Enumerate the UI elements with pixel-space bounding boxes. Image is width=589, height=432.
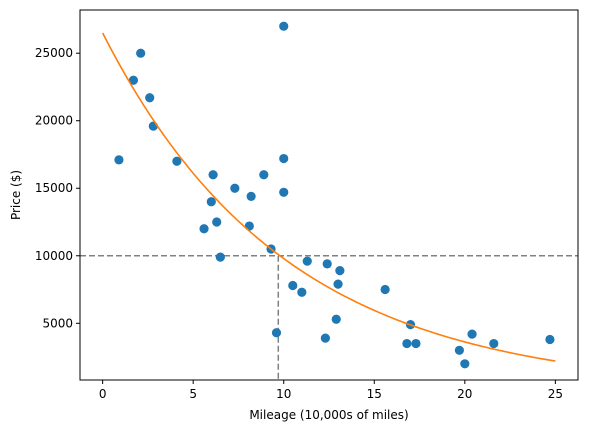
data-point <box>320 333 330 343</box>
data-point <box>246 191 256 201</box>
data-point <box>215 252 225 262</box>
data-point <box>297 287 307 297</box>
x-tick-label: 0 <box>99 387 107 401</box>
data-point <box>467 329 477 339</box>
y-tick-label: 20000 <box>35 114 73 128</box>
y-tick-label: 25000 <box>35 46 73 60</box>
y-tick-label: 15000 <box>35 181 73 195</box>
data-point <box>172 156 182 166</box>
data-point <box>279 187 289 197</box>
data-point <box>331 314 341 324</box>
data-point <box>380 284 390 295</box>
data-point <box>489 338 499 349</box>
data-point <box>271 328 282 338</box>
data-point <box>206 197 216 207</box>
data-point <box>279 21 289 31</box>
data-point <box>454 345 464 355</box>
plot-frame <box>79 9 579 381</box>
data-point <box>322 259 332 269</box>
data-point <box>411 338 421 349</box>
data-point <box>244 221 254 231</box>
data-point <box>288 280 298 291</box>
data-point <box>199 224 209 234</box>
data-point <box>114 155 124 165</box>
x-tick-label: 25 <box>548 387 563 401</box>
axis-ticks: 0 5 10 15 20 25 5000 10000 15000 20000 25000 <box>35 46 563 401</box>
data-point <box>335 266 345 276</box>
y-axis-label: Price ($) <box>9 170 23 220</box>
x-tick-label: 10 <box>276 387 291 401</box>
x-axis-label: Mileage (10,000s of miles) <box>249 408 408 422</box>
fit-curve <box>101 32 556 362</box>
data-point <box>208 170 218 180</box>
data-point <box>545 334 555 345</box>
y-tick-label: 10000 <box>35 249 73 263</box>
data-point <box>136 48 146 58</box>
data-point <box>302 256 312 266</box>
x-tick-label: 15 <box>367 387 382 401</box>
data-point <box>460 359 470 369</box>
data-point <box>402 338 412 349</box>
x-tick-label: 20 <box>457 387 472 401</box>
data-point <box>128 75 139 85</box>
data-point <box>212 217 222 227</box>
data-point <box>230 183 240 193</box>
data-point <box>279 153 289 164</box>
y-tick-label: 5000 <box>42 316 73 330</box>
data-point <box>259 170 269 180</box>
data-point <box>333 279 343 289</box>
plot-marks <box>80 21 578 380</box>
x-tick-label: 5 <box>189 387 197 401</box>
data-point <box>145 93 155 103</box>
